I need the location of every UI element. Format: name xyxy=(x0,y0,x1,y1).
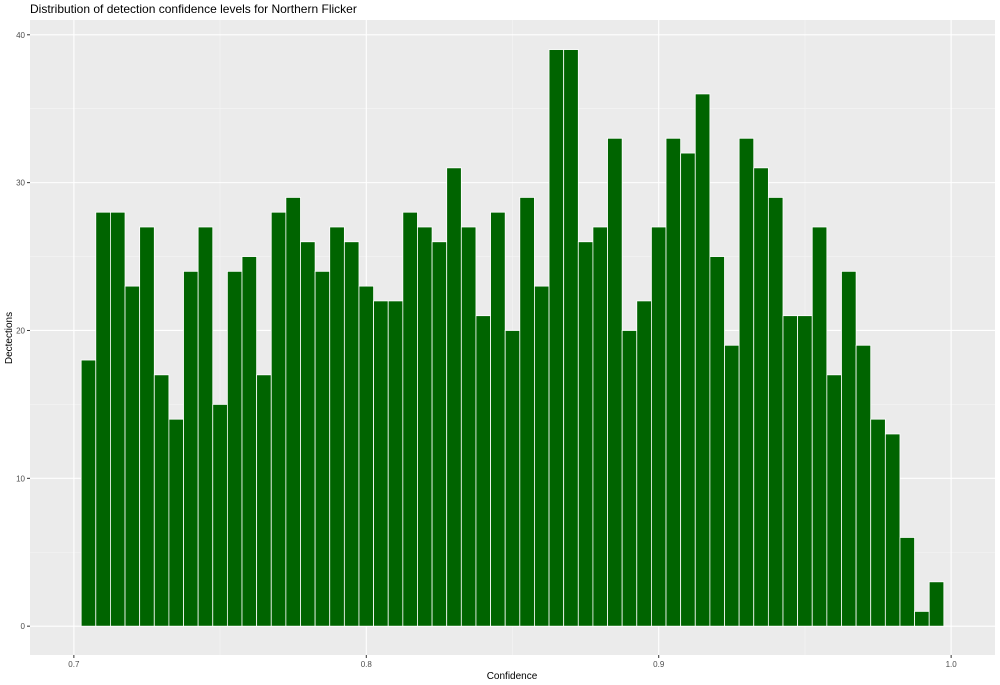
histogram-bar xyxy=(139,226,155,627)
histogram-bar xyxy=(314,270,331,627)
histogram-bar xyxy=(592,226,608,627)
histogram-bar xyxy=(226,270,243,627)
histogram-bar xyxy=(636,300,652,627)
histogram-bar xyxy=(197,226,214,627)
histogram-bar xyxy=(110,211,126,627)
histogram-bar xyxy=(168,418,184,627)
histogram-bar xyxy=(153,374,170,627)
histogram-bar xyxy=(855,344,872,627)
histogram-bar xyxy=(402,211,418,627)
histogram-bar xyxy=(446,167,462,627)
histogram-bar xyxy=(270,211,287,627)
histogram-bar xyxy=(124,285,141,627)
histogram-bar xyxy=(460,226,477,627)
x-tick-label: 0.7 xyxy=(68,660,80,669)
histogram-bar xyxy=(300,241,316,627)
histogram-bar xyxy=(607,137,623,627)
y-tick-label: 10 xyxy=(16,474,25,483)
histogram-bar xyxy=(358,285,374,627)
histogram-bar xyxy=(621,330,638,627)
x-tick-label: 0.9 xyxy=(653,660,665,669)
histogram-bar xyxy=(285,197,301,627)
histogram-bar xyxy=(665,137,682,627)
y-tick-label: 40 xyxy=(16,31,25,40)
histogram-bar xyxy=(841,270,857,627)
histogram-bar xyxy=(519,197,535,627)
histogram-bar xyxy=(329,226,345,627)
histogram-bar xyxy=(826,374,842,627)
x-tick-label: 0.8 xyxy=(361,660,373,669)
histogram-bar xyxy=(738,137,755,627)
histogram-bar xyxy=(753,167,769,627)
histogram-bar xyxy=(80,359,97,627)
histogram-bar xyxy=(431,241,448,627)
histogram-bar xyxy=(563,49,579,627)
histogram-bar xyxy=(504,330,521,627)
chart-title: Distribution of detection confidence lev… xyxy=(30,2,357,16)
histogram-bar xyxy=(782,315,799,627)
bars xyxy=(80,49,945,627)
histogram-bar xyxy=(534,285,550,627)
histogram-bar xyxy=(183,270,199,627)
histogram-bar xyxy=(811,226,828,627)
y-axis-label: Dectections xyxy=(4,312,15,364)
histogram-bar xyxy=(870,418,886,627)
y-tick-label: 0 xyxy=(21,622,26,631)
histogram-bar xyxy=(373,300,389,627)
histogram-bar xyxy=(343,241,360,627)
histogram-bar xyxy=(548,49,565,627)
histogram-bar xyxy=(914,610,930,627)
histogram-bar xyxy=(475,315,491,627)
histogram-bar xyxy=(241,256,258,627)
x-tick-label: 1.0 xyxy=(946,660,958,669)
histogram-bar xyxy=(95,211,111,627)
histogram-bar xyxy=(797,315,813,627)
x-axis-label: Confidence xyxy=(487,671,538,682)
axes: 0.7 0.8 0.9 1.0 0 10 20 30 40 xyxy=(16,31,957,669)
histogram-bar xyxy=(417,226,433,627)
histogram-bar xyxy=(387,300,404,627)
histogram-bar xyxy=(884,433,901,627)
histogram-bar xyxy=(651,226,667,627)
y-tick-label: 30 xyxy=(16,179,25,188)
histogram-bar xyxy=(680,152,696,627)
y-tick-label: 20 xyxy=(16,326,25,335)
histogram-bar xyxy=(256,374,272,627)
histogram-bar xyxy=(694,93,711,627)
histogram-bar xyxy=(709,256,725,627)
histogram-bar xyxy=(577,241,594,627)
histogram-bar xyxy=(767,197,784,627)
histogram-bar xyxy=(490,211,506,627)
histogram-bar xyxy=(928,581,945,627)
histogram-bar xyxy=(724,344,740,627)
histogram-bar xyxy=(899,537,915,627)
histogram-bar xyxy=(212,404,228,627)
